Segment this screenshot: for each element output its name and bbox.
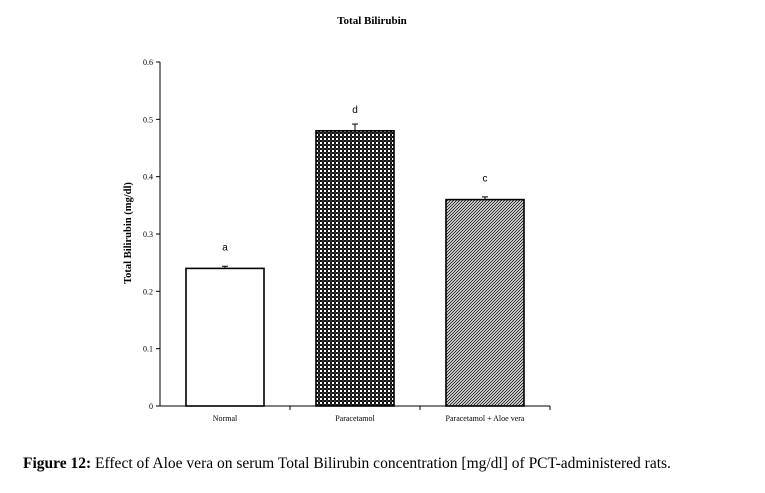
y-tick-label: 0.4 xyxy=(143,173,153,182)
figure-caption-label: Figure 12: xyxy=(23,455,92,472)
y-tick-label: 0.6 xyxy=(143,58,153,67)
significance-label: d xyxy=(352,105,358,116)
x-tick-label: Normal xyxy=(213,414,238,423)
bar-paracetamol-aloe-vera xyxy=(445,198,525,407)
y-tick-label: 0 xyxy=(149,402,153,411)
y-tick-label: 0.5 xyxy=(143,115,153,124)
y-tick-label: 0.1 xyxy=(143,345,153,354)
bar-normal xyxy=(185,267,265,407)
y-tick-label: 0.2 xyxy=(143,287,153,296)
x-ticks xyxy=(289,406,551,410)
chart-title: Total Bilirubin xyxy=(337,15,407,27)
bar-chart: Total Bilirubin Total Bilirubin (mg/dl) … xyxy=(123,15,551,423)
x-tick-label: Paracetamol + Aloe vera xyxy=(446,414,525,423)
significance-label: c xyxy=(483,174,488,185)
figure-caption: Figure 12: Effect of Aloe vera on serum … xyxy=(23,455,671,473)
x-tick-label: Paracetamol xyxy=(335,414,375,423)
x-tick-labels: Normal Paracetamol Paracetamol + Aloe vera xyxy=(213,414,525,423)
bars: a d c xyxy=(185,105,525,407)
bar-paracetamol xyxy=(315,130,395,407)
y-ticks: 0 0.1 0.2 0.3 0.4 0.5 0.6 xyxy=(143,58,160,411)
y-axis-label: Total Bilirubin (mg/dl) xyxy=(123,182,134,284)
y-tick-label: 0.3 xyxy=(143,230,153,239)
significance-label: a xyxy=(222,242,228,253)
figure-caption-text: Effect of Aloe vera on serum Total Bilir… xyxy=(91,455,671,472)
